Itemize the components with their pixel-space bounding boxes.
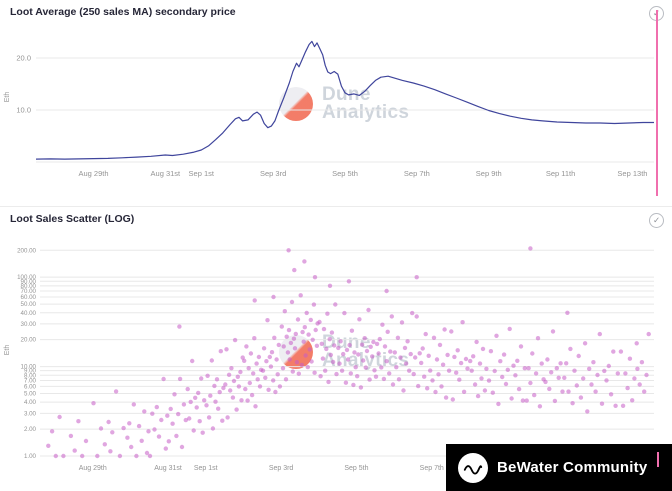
refresh-check-icon-bottom[interactable]: ✓ [649, 213, 664, 228]
svg-text:Eth: Eth [4, 345, 11, 356]
chart-title-loot-average: Loot Average (250 sales MA) secondary pr… [10, 6, 236, 18]
dune-watermark-line1: Dune [322, 84, 371, 105]
svg-text:9.00: 9.00 [24, 368, 37, 375]
wave-glyph [463, 464, 483, 474]
svg-text:Sep 3rd: Sep 3rd [260, 169, 286, 178]
svg-text:Sep 7th: Sep 7th [420, 465, 444, 472]
svg-text:10.00: 10.00 [21, 364, 37, 371]
check-glyph: ✓ [652, 215, 661, 225]
dune-watermark-top: Dune Analytics [279, 84, 410, 123]
svg-text:7.00: 7.00 [24, 377, 37, 384]
svg-text:50.00: 50.00 [21, 301, 37, 308]
svg-text:10.0: 10.0 [16, 106, 31, 115]
line-chart-canvas[interactable]: 10.0 20.0 Aug 29th Aug 31st Sep 1st Sep 3rd Se… [0, 20, 672, 202]
chart-title-loot-scatter: Loot Sales Scatter (LOG) [10, 213, 135, 225]
svg-text:20.0: 20.0 [16, 54, 31, 63]
svg-text:60.00: 60.00 [21, 294, 37, 301]
cursor-line-bottom [657, 452, 659, 467]
cursor-line-top [656, 10, 658, 196]
svg-text:Aug 31st: Aug 31st [154, 465, 182, 472]
svg-text:4.00: 4.00 [24, 399, 37, 406]
svg-text:3.00: 3.00 [24, 410, 37, 417]
bewater-watermark-bar: BeWater Community [446, 444, 672, 491]
panel-header-top: Loot Average (250 sales MA) secondary pr… [10, 6, 664, 21]
svg-text:200.00: 200.00 [17, 247, 36, 254]
svg-text:Aug 31st: Aug 31st [151, 169, 182, 178]
dune-logo-icon [279, 87, 313, 121]
svg-text:90.00: 90.00 [21, 278, 37, 285]
dune-watermark-line2: Analytics [322, 102, 410, 123]
dune-watermark-text: Dune Analytics [322, 84, 410, 123]
svg-text:5.00: 5.00 [24, 391, 37, 398]
svg-text:40.00: 40.00 [21, 310, 37, 317]
svg-text:70.00: 70.00 [21, 288, 37, 295]
svg-text:Aug 29th: Aug 29th [79, 465, 107, 472]
svg-text:20.00: 20.00 [21, 337, 37, 344]
svg-text:Sep 1st: Sep 1st [194, 465, 218, 472]
svg-text:80.00: 80.00 [21, 283, 37, 290]
svg-text:Sep 1st: Sep 1st [189, 169, 215, 178]
panel-header-bottom: Loot Sales Scatter (LOG) ✓ [10, 213, 664, 228]
panel-loot-sales-scatter: Loot Sales Scatter (LOG) ✓ Dune Analytic… [0, 207, 672, 491]
bewater-logo-icon [458, 452, 488, 483]
svg-text:100.00: 100.00 [17, 274, 36, 281]
svg-text:Aug 29th: Aug 29th [78, 169, 108, 178]
svg-text:Sep 11th: Sep 11th [546, 169, 575, 178]
svg-text:2.00: 2.00 [24, 426, 37, 433]
svg-text:Eth: Eth [4, 92, 11, 103]
svg-text:1.00: 1.00 [24, 453, 37, 460]
svg-text:Sep 9th: Sep 9th [476, 169, 502, 178]
svg-text:Sep 3rd: Sep 3rd [269, 465, 294, 472]
panel-loot-average: Loot Average (250 sales MA) secondary pr… [0, 0, 672, 207]
bewater-brand-text: BeWater Community [497, 459, 648, 476]
svg-text:Sep 5th: Sep 5th [332, 169, 358, 178]
svg-text:Sep 5th: Sep 5th [344, 465, 368, 472]
svg-text:Sep 7th: Sep 7th [404, 169, 430, 178]
svg-text:8.00: 8.00 [24, 372, 37, 379]
svg-text:Sep 13th: Sep 13th [617, 169, 647, 178]
svg-text:30.00: 30.00 [21, 321, 37, 328]
svg-text:6.00: 6.00 [24, 383, 37, 390]
